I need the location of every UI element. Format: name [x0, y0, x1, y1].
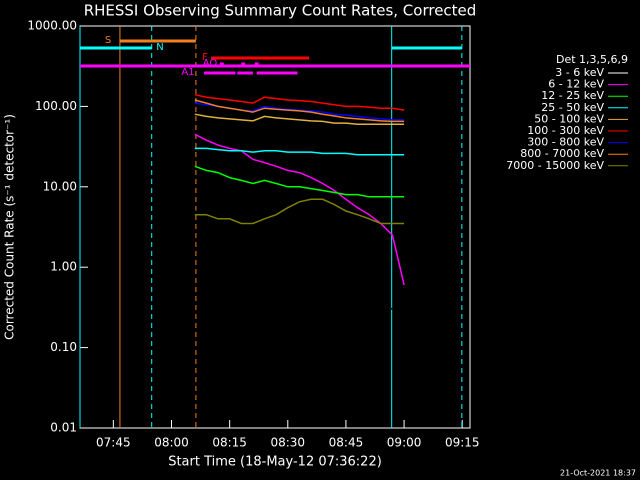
x-tick-label: 08:30 [270, 436, 305, 450]
legend-label: 25 - 50 keV [541, 101, 604, 114]
flag-label: S [105, 35, 111, 46]
x-axis-label: Start Time (18-May-12 07:36:22) [168, 455, 382, 470]
series-line [194, 165, 405, 198]
flag-label: N [156, 42, 163, 53]
legend-label: 100 - 300 keV [527, 124, 604, 137]
legend-label: 800 - 7000 keV [520, 147, 604, 160]
series-line [194, 198, 405, 225]
legend-label: 300 - 800 keV [527, 136, 604, 149]
flag-label: A1 [181, 67, 194, 78]
x-tick-label: 08:00 [154, 436, 189, 450]
series-line [194, 210, 393, 310]
y-tick-label: 1.00 [50, 260, 77, 274]
y-axis-label: Corrected Count Rate (s⁻¹ detector⁻¹) [3, 114, 17, 340]
legend-label: 12 - 25 keV [541, 89, 604, 102]
x-tick-label: 08:15 [212, 436, 247, 450]
x-tick-label: 09:15 [445, 436, 480, 450]
series-line [194, 113, 405, 125]
y-tick-label: 1000.00 [27, 19, 77, 33]
series-line [194, 133, 405, 286]
legend-label: 7000 - 15000 keV [506, 159, 604, 172]
y-tick-label: 0.10 [50, 340, 77, 354]
footer: 21-Oct-2021 18:37 [560, 469, 636, 478]
y-tick-label: 100.00 [35, 99, 77, 113]
x-tick-label: 08:45 [329, 436, 364, 450]
flag-label: F [202, 52, 208, 63]
series-line [194, 93, 405, 111]
flag-label: AQ [203, 58, 218, 69]
series-line [194, 147, 405, 156]
series-line [194, 99, 405, 123]
legend-label: 6 - 12 keV [548, 78, 604, 91]
plot-frame [79, 25, 471, 429]
chart-title: RHESSI Observing Summary Count Rates, Co… [84, 2, 477, 20]
y-tick-label: 10.00 [43, 179, 77, 193]
y-tick-label: 0.01 [50, 421, 77, 435]
legend-label: 50 - 100 keV [534, 112, 604, 125]
legend-title: Det 1,3,5,6,9 [556, 53, 628, 66]
x-tick-label: 07:45 [96, 436, 131, 450]
legend-label: 3 - 6 keV [555, 66, 604, 79]
x-tick-label: 09:00 [387, 436, 422, 450]
